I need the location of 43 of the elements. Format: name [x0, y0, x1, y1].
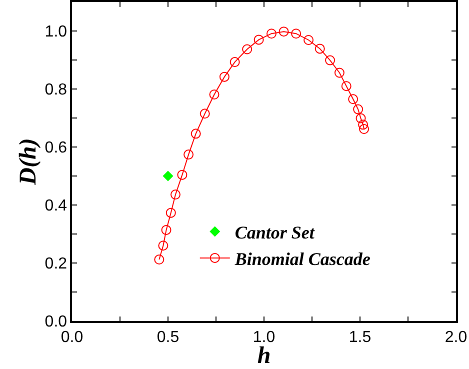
point — [291, 28, 302, 39]
point — [278, 26, 289, 37]
point — [170, 190, 180, 200]
point — [348, 94, 358, 104]
point — [230, 57, 240, 68]
point — [334, 68, 344, 78]
point — [177, 170, 188, 180]
point — [341, 81, 352, 92]
point — [314, 44, 325, 54]
legend-label: Cantor Set — [234, 222, 316, 243]
point — [254, 34, 264, 45]
y-tick-label: 0.2 — [44, 256, 68, 273]
point — [158, 240, 168, 251]
point — [184, 150, 194, 160]
point — [209, 90, 220, 100]
point — [353, 104, 364, 114]
y-axis-title: D(h) — [15, 138, 42, 186]
y-tick-label: 0.8 — [44, 82, 68, 99]
point — [219, 72, 230, 82]
y-tick-label: 0.4 — [44, 198, 68, 215]
legend-label: Binomial Cascade — [234, 248, 370, 269]
point — [358, 120, 368, 130]
y-tick-label: 1.0 — [44, 24, 68, 41]
y-tick-label: 0.6 — [44, 140, 68, 157]
point — [359, 124, 370, 134]
y-tick-label: 0.0 — [44, 314, 68, 331]
x-tick-label: 2.0 — [444, 328, 468, 346]
x-tick-label: 1.0 — [252, 328, 276, 346]
x-tick-label: 0.0 — [60, 328, 84, 346]
point — [166, 208, 176, 218]
x-tick-label: 1.5 — [348, 328, 372, 346]
x-axis-title: h — [257, 343, 271, 369]
point — [356, 113, 366, 124]
point — [154, 254, 164, 265]
point — [190, 128, 201, 139]
point — [161, 224, 172, 235]
x-tick-label: 0.5 — [156, 328, 180, 346]
point — [266, 28, 276, 39]
point — [242, 44, 252, 54]
point — [325, 55, 336, 66]
point — [162, 170, 174, 182]
point — [200, 108, 210, 119]
point — [304, 34, 314, 45]
